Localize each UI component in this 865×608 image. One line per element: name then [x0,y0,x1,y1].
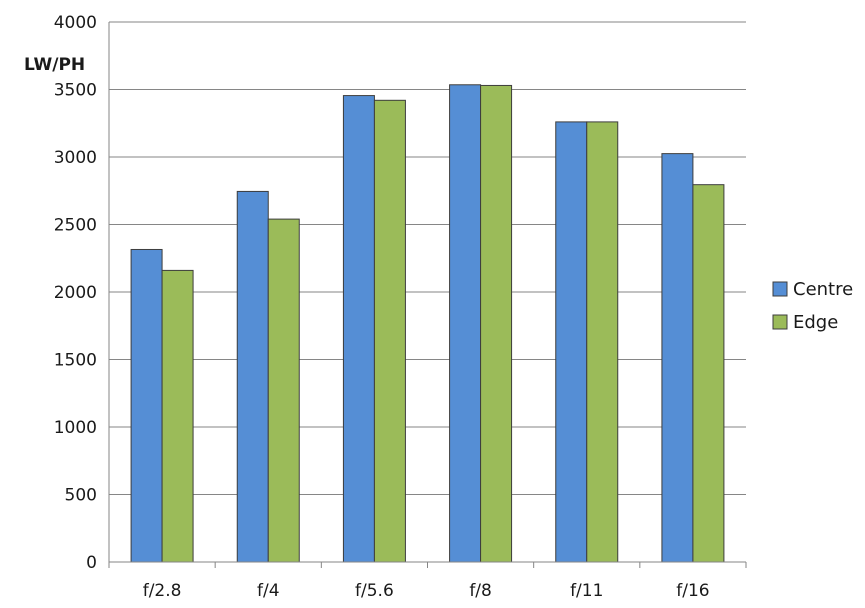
bars [130,84,725,563]
y-tick-label: 3000 [54,148,97,168]
bar-centre-f16 [661,153,694,563]
x-tick-label: f/4 [257,581,280,601]
legend-swatch-edge [772,314,788,330]
y-tick-label: 1000 [54,418,97,438]
x-tick-label: f/11 [570,581,603,601]
y-tick-label: 3500 [54,81,97,101]
y-tick-label: 2500 [54,216,97,236]
y-tick-label: 1500 [54,351,97,371]
bar-centre-f8 [449,84,482,563]
legend-label-centre: Centre [793,279,853,300]
x-tick-labels: f/2.8 f/4 f/5.6 f/8 f/11 f/16 [108,562,747,601]
bar-centre-f28 [130,248,163,563]
bar-edge-f28 [161,269,194,563]
bar-edge-f56 [373,99,406,563]
x-tick-label: f/5.6 [355,581,394,601]
bar-edge-f8 [480,84,513,563]
legend-label-edge: Edge [793,312,838,333]
y-tick-label: 500 [65,486,97,506]
bar-centre-f56 [342,95,375,563]
gridlines [109,21,746,563]
bar-centre-f11 [555,121,588,563]
bar-edge-f16 [692,184,725,563]
y-tick-label: 2000 [54,283,97,303]
legend-swatch-centre [772,281,788,297]
legend: Centre Edge [772,279,853,333]
y-axis-label: LW/PH [24,55,85,75]
bar-centre-f4 [236,190,269,563]
y-tick-label: 4000 [54,13,97,33]
y-tick-labels: 0 500 1000 1500 2000 2500 3000 3500 4000 [54,13,97,573]
x-tick-label: f/8 [469,581,492,601]
x-tick-label: f/2.8 [143,581,182,601]
bar-edge-f11 [586,121,619,563]
x-tick-label: f/16 [676,581,709,601]
y-tick-label: 0 [86,553,97,573]
bar-edge-f4 [267,218,300,563]
